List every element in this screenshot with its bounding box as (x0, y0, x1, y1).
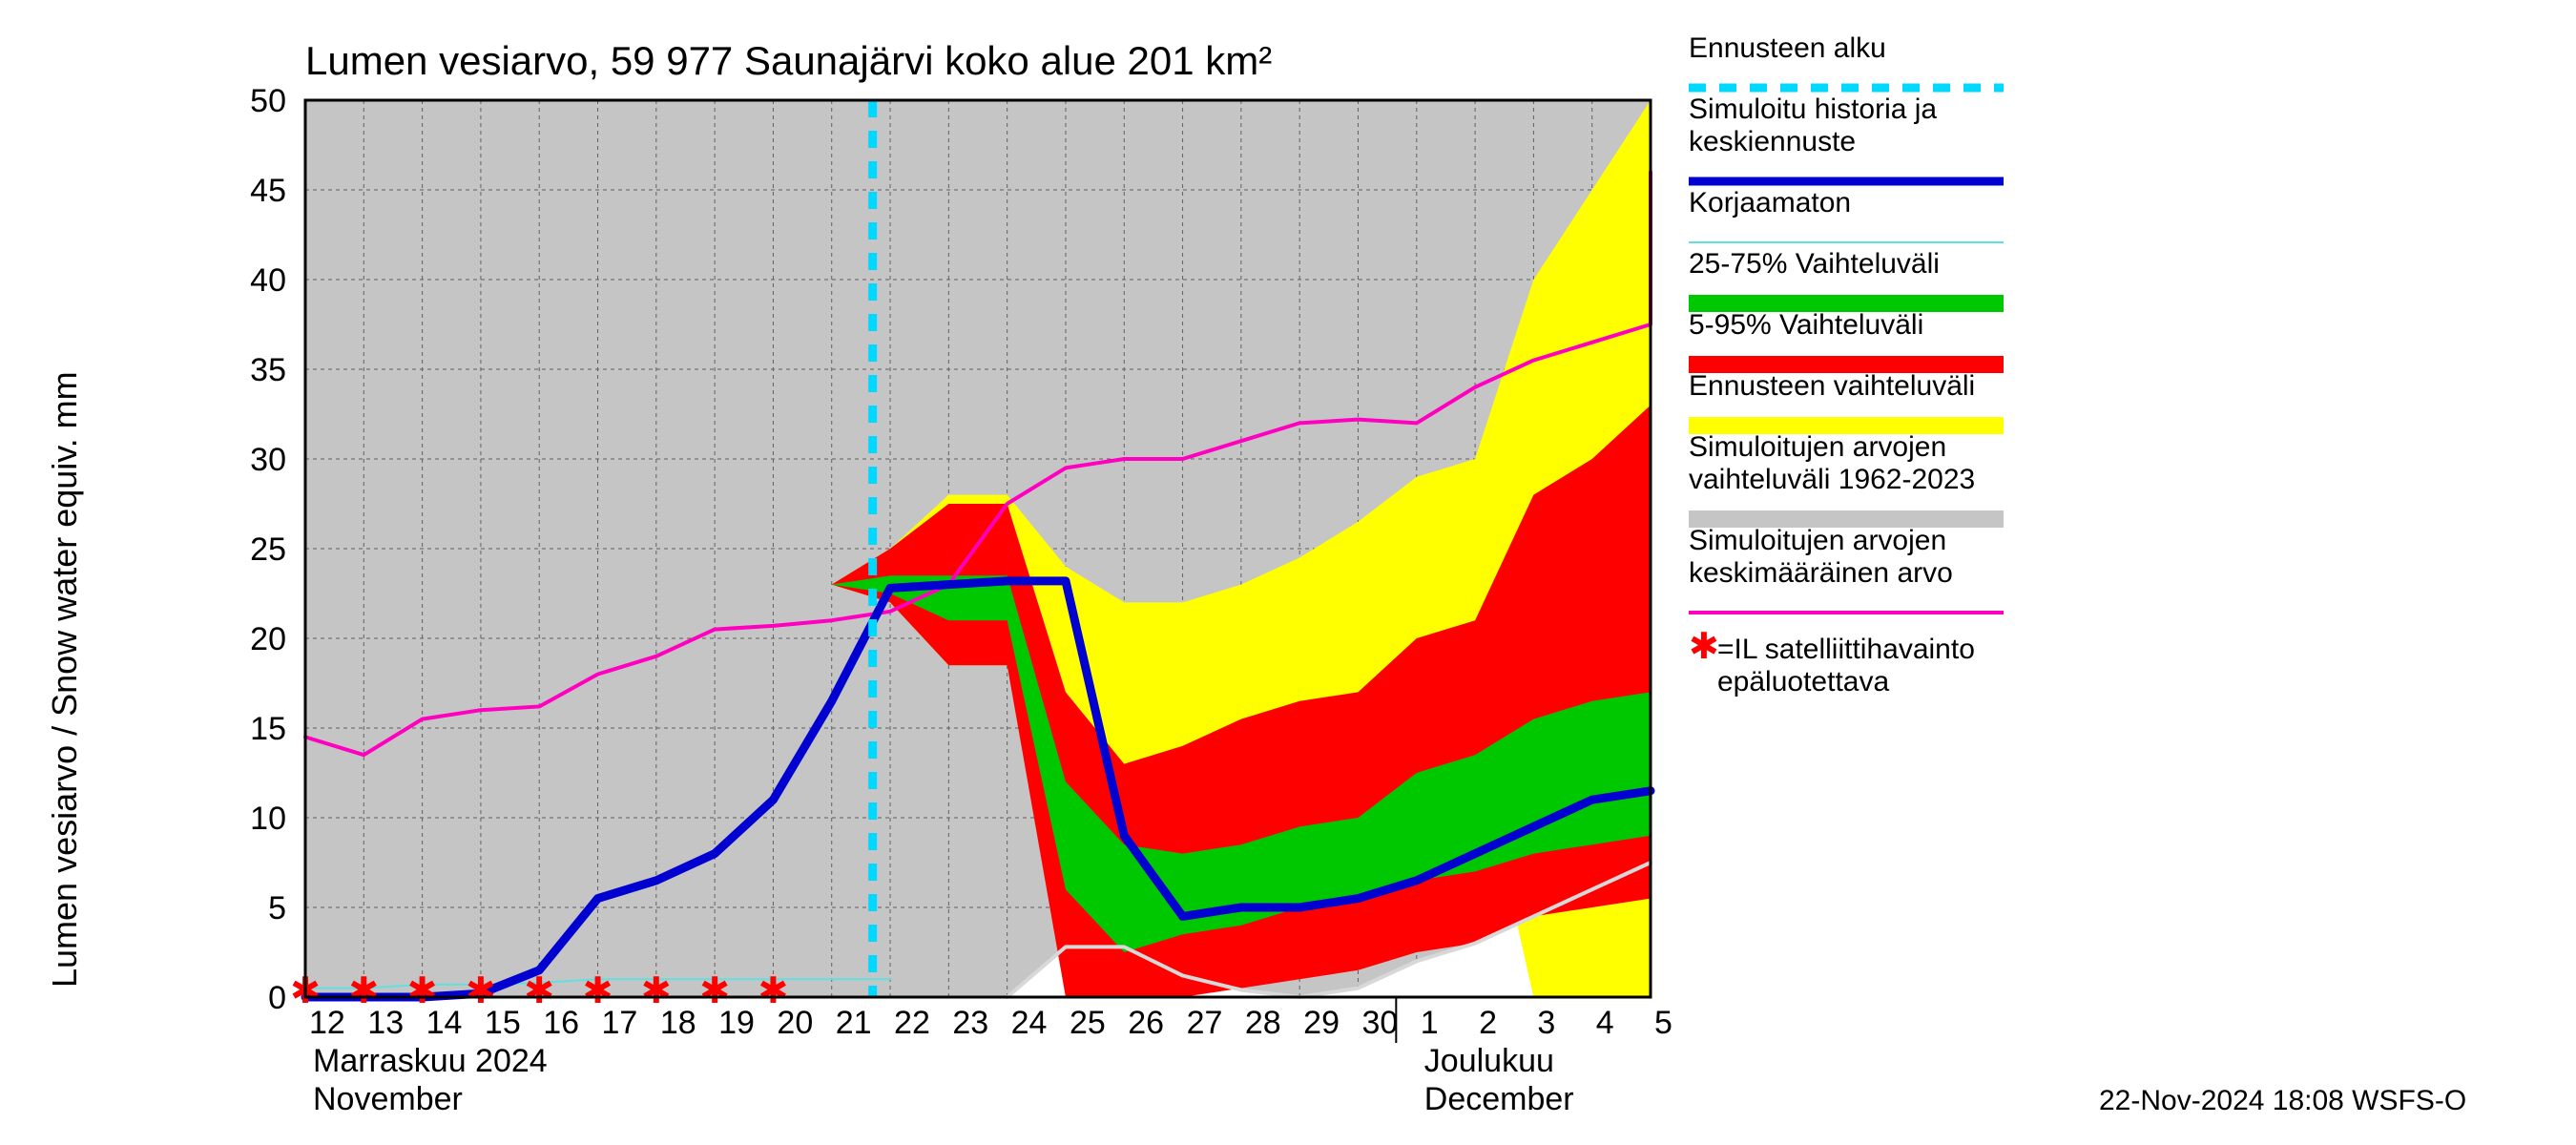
legend-sim-range-label1: Simuloitujen arvojen (1689, 431, 1946, 463)
y-tick-label: 50 (250, 83, 286, 119)
legend-sim-mean-label2: keskimääräinen arvo (1689, 557, 1953, 589)
month-label-fi-right: Joulukuu (1424, 1043, 1554, 1079)
x-tick-label: 14 (426, 1005, 463, 1041)
legend: Ennusteen alkuSimuloitu historia jakeski… (1689, 32, 2004, 697)
x-tick-label: 15 (485, 1005, 521, 1041)
x-tick-label: 17 (602, 1005, 638, 1041)
legend-5-95-label: 5-95% Vaihteluväli (1689, 309, 1923, 341)
legend-sim-range-label2: vaihteluväli 1962-2023 (1689, 464, 1975, 495)
x-tick-label: 3 (1537, 1005, 1555, 1041)
x-tick-label: 28 (1245, 1005, 1281, 1041)
x-tick-label: 2 (1479, 1005, 1497, 1041)
x-tick-label: 29 (1303, 1005, 1340, 1041)
x-tick-label: 21 (836, 1005, 872, 1041)
chart-title: Lumen vesiarvo, 59 977 Saunajärvi koko a… (305, 38, 1272, 83)
legend-forecast-start-label: Ennusteen alku (1689, 32, 1886, 64)
y-tick-label: 40 (250, 262, 286, 299)
y-tick-label: 0 (268, 980, 286, 1016)
legend-sim-hist-label1: Simuloitu historia ja (1689, 94, 1937, 125)
legend-forecast-range-label: Ennusteen vaihteluväli (1689, 370, 1975, 402)
legend-25-75-label: 25-75% Vaihteluväli (1689, 248, 1940, 280)
y-tick-label: 35 (250, 352, 286, 388)
legend-sim-hist-label2: keskiennuste (1689, 126, 1856, 157)
y-tick-label: 30 (250, 442, 286, 478)
x-tick-label: 19 (718, 1005, 755, 1041)
y-tick-label: 45 (250, 173, 286, 209)
y-tick-label: 5 (268, 890, 286, 926)
x-tick-label: 23 (952, 1005, 988, 1041)
x-tick-label: 22 (894, 1005, 930, 1041)
legend-sat-symbol: ✱ (1689, 627, 1719, 667)
x-tick-label: 18 (660, 1005, 696, 1041)
legend-sat-label1: =IL satelliittihavainto (1717, 634, 1975, 665)
x-tick-label: 27 (1187, 1005, 1223, 1041)
x-tick-label: 24 (1011, 1005, 1048, 1041)
x-tick-label: 1 (1421, 1005, 1439, 1041)
legend-sim-mean-label1: Simuloitujen arvojen (1689, 525, 1946, 556)
x-tick-label: 13 (367, 1005, 404, 1041)
y-tick-label: 20 (250, 621, 286, 657)
x-tick-label: 12 (309, 1005, 345, 1041)
x-tick-label: 5 (1654, 1005, 1672, 1041)
legend-uncorrected-label: Korjaamaton (1689, 187, 1851, 219)
month-label-fi-left: Marraskuu 2024 (313, 1043, 548, 1079)
x-tick-label: 26 (1128, 1005, 1164, 1041)
month-label-en-left: November (313, 1081, 463, 1117)
x-tick-label: 20 (777, 1005, 813, 1041)
y-axis-label: Lumen vesiarvo / Snow water equiv. mm (45, 371, 84, 988)
x-tick-label: 4 (1596, 1005, 1614, 1041)
y-tick-label: 25 (250, 531, 286, 568)
month-label-en-right: December (1424, 1081, 1574, 1117)
x-tick-label: 30 (1361, 1005, 1398, 1041)
footer-timestamp: 22-Nov-2024 18:08 WSFS-O (2099, 1085, 2466, 1116)
y-tick-label: 15 (250, 711, 286, 747)
x-tick-label: 25 (1070, 1005, 1106, 1041)
y-tick-label: 10 (250, 801, 286, 837)
legend-sat-label2: epäluotettava (1717, 666, 1889, 697)
x-tick-label: 16 (543, 1005, 579, 1041)
